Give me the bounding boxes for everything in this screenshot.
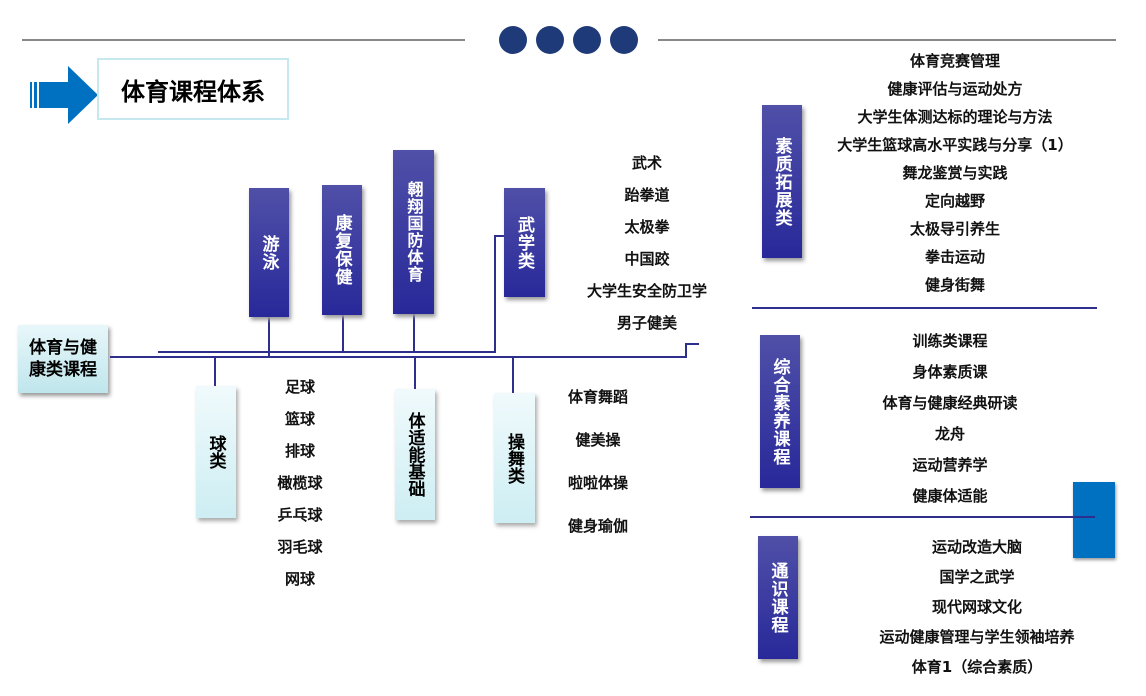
comprehensive-list: 训练类课程 身体素质课 体育与健康经典研读 龙舟 运动营养学 健康体适能 [830, 330, 1070, 506]
list-item: 乒乓球 [277, 506, 323, 524]
category-swimming: 游泳 [249, 188, 289, 317]
divider [750, 516, 1095, 518]
connector [685, 343, 699, 345]
list-item: 大学生体测达标的理论与方法 [857, 108, 1053, 126]
upper-line [158, 351, 496, 353]
list-item: 武术 [631, 154, 662, 172]
list-item: 男子健美 [616, 314, 677, 332]
category-fitness: 体适能基础 [395, 389, 435, 520]
divider [752, 307, 1097, 309]
header-dot [573, 26, 601, 54]
list-item: 健身瑜伽 [567, 517, 628, 535]
connector [494, 235, 504, 237]
list-item: 定向越野 [924, 192, 985, 210]
list-item: 运动改造大脑 [931, 538, 1022, 556]
list-item: 跆拳道 [624, 186, 670, 204]
list-item: 健身街舞 [924, 276, 985, 294]
list-item: 橄榄球 [277, 474, 323, 492]
list-item: 篮球 [284, 410, 315, 428]
martial-list: 武术 跆拳道 太极拳 中国跤 大学生安全防卫学 男子健美 [547, 152, 747, 333]
connector [414, 357, 416, 389]
list-item: 身体素质课 [912, 363, 988, 381]
list-item: 健康评估与运动处方 [887, 80, 1023, 98]
list-item: 龙舟 [934, 425, 965, 443]
list-item: 太极导引养生 [909, 220, 1000, 238]
ball-list: 足球 篮球 排球 橄榄球 乒乓球 羽毛球 网球 [250, 376, 350, 589]
connector [413, 314, 415, 353]
connector [214, 357, 216, 387]
list-item: 体育竞赛管理 [909, 52, 1000, 70]
accent-block [1073, 482, 1115, 558]
list-item: 体育1（综合素质） [911, 658, 1043, 676]
list-item: 健康体适能 [912, 487, 988, 505]
list-item: 国学之武学 [939, 568, 1015, 586]
list-item: 体育与健康经典研读 [882, 394, 1018, 412]
list-item: 大学生安全防卫学 [586, 282, 707, 300]
list-item: 网球 [284, 570, 315, 588]
arrow-icon [30, 66, 98, 124]
category-rehab: 康复保健 [322, 185, 362, 315]
header-dot [610, 26, 638, 54]
list-item: 啦啦体操 [567, 474, 628, 492]
category-comprehensive: 综合素养课程 [760, 335, 800, 488]
list-item: 羽毛球 [277, 538, 323, 556]
category-quality: 素质拓展类 [762, 105, 802, 258]
quality-list: 体育竞赛管理 健康评估与运动处方 大学生体测达标的理论与方法 大学生篮球高水平实… [810, 50, 1100, 295]
header-line-left [22, 39, 465, 41]
list-item: 足球 [284, 378, 315, 396]
list-item: 运动营养学 [912, 456, 988, 474]
list-item: 拳击运动 [924, 248, 985, 266]
category-general: 通识课程 [758, 536, 798, 659]
general-list: 运动改造大脑 国学之武学 现代网球文化 运动健康管理与学生领袖培养 体育1（综合… [837, 536, 1117, 677]
list-item: 中国跤 [624, 250, 670, 268]
header-dot [499, 26, 527, 54]
list-item: 体育舞蹈 [567, 388, 628, 406]
list-item: 舞龙鉴赏与实践 [902, 164, 1008, 182]
connector [494, 235, 496, 353]
list-item: 健美操 [575, 431, 621, 449]
category-defense: 翱翔国防体育 [393, 150, 434, 314]
list-item: 运动健康管理与学生领袖培养 [879, 628, 1075, 646]
page-title: 体育课程体系 [97, 58, 289, 120]
root-node: 体育与健康类课程 [18, 325, 108, 393]
category-dance: 操舞类 [494, 393, 535, 523]
header-line-right [658, 39, 1116, 41]
list-item: 现代网球文化 [931, 598, 1022, 616]
connector [685, 343, 687, 358]
list-item: 大学生篮球高水平实践与分享（1） [837, 136, 1073, 154]
connector [342, 315, 344, 353]
list-item: 排球 [284, 442, 315, 460]
list-item: 太极拳 [624, 218, 670, 236]
connector [268, 317, 270, 357]
category-martial: 武学类 [504, 188, 545, 297]
dance-list: 体育舞蹈 健美操 啦啦体操 健身瑜伽 [548, 386, 648, 536]
connector [512, 357, 514, 393]
header-dot [536, 26, 564, 54]
main-line [110, 356, 686, 358]
category-ball: 球类 [196, 386, 236, 518]
list-item: 训练类课程 [912, 332, 988, 350]
